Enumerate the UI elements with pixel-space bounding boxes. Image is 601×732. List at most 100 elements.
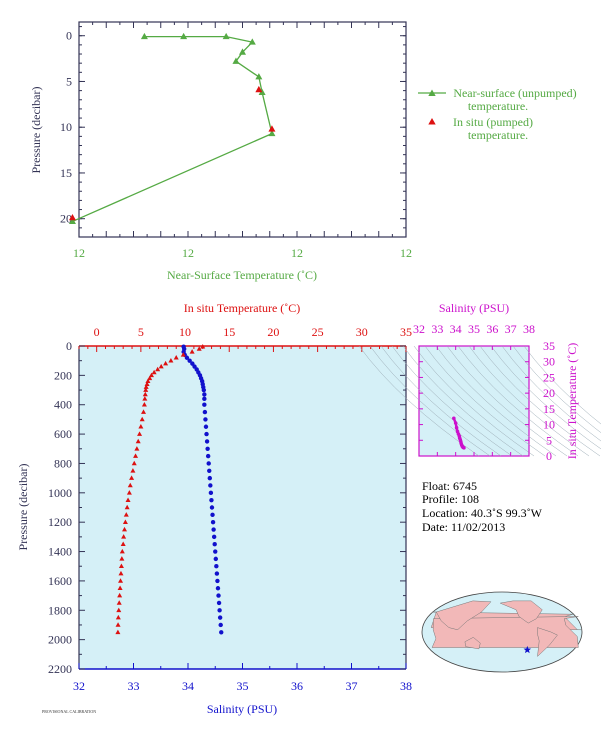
unpumped-temperature-line [72,35,273,223]
world-map [421,591,583,673]
temperature-point [118,570,124,576]
float-location-star-icon [523,645,532,654]
legend-label-unpumped-line1: Near-surface (unpumped) [453,86,576,100]
temperature-point [141,402,147,407]
salinity-point [217,608,222,613]
salinity-point [216,593,221,598]
footer-note: PROVISIONAL CALIBRATION [42,709,96,714]
temperature-point [189,349,195,354]
salinity-tick-label: 36 [291,679,303,693]
temperature-point [134,446,140,451]
temperature-tick-label: 25 [312,325,324,339]
float-location-star [523,645,532,654]
top-y-ticks: 0 5 10 15 20 [60,26,406,238]
legend-marker-unpumped [428,89,436,96]
salinity-point [202,392,207,397]
temperature-point [130,468,136,473]
temperature-tick-label: 5 [138,325,144,339]
temperature-point [119,556,125,561]
salinity-tick-label: 32 [73,679,85,693]
ts-y-tick-label: 25 [543,370,555,384]
ts-contour-line [468,345,590,457]
ts-point [462,446,466,450]
ts-y-tick-label: 30 [543,355,555,369]
temperature-point [120,541,126,547]
temperature-point [131,460,137,466]
legend-label-pumped-line1: In situ (pumped) [453,115,533,129]
profile-number: Profile: 108 [422,492,479,506]
temperature-point [142,396,148,401]
pumped-temperature-point [255,85,263,93]
ts-x-tick-label: 32 [413,322,425,336]
temperature-point [137,431,143,436]
top-plot-frame [78,21,407,238]
ts-contour-line [413,345,535,457]
ts-point [452,416,456,421]
salinity-point [184,355,190,360]
ts-x-tick-label: 33 [431,322,443,336]
ts-contour-line [435,345,557,457]
temperature-point [125,497,131,502]
profile-y-ticks: 0 200 400 600 800 1000 1200 1400 1600 1800 2000 220… [48,339,406,676]
temperature-point [127,482,133,488]
ts-contour-line [479,345,601,457]
profile-y-tick-label: 400 [54,398,72,412]
salinity-point [211,527,216,532]
ts-x-tick-label: 35 [468,322,480,336]
ts-contour-line [490,345,601,450]
profile-series [115,344,224,635]
map-landmass [464,637,481,650]
profile-y-tick-label: 200 [54,368,72,382]
temperature-point [124,504,130,510]
salinity-point [205,446,210,451]
ts-y-tick-label: 5 [546,433,552,447]
map-land [430,600,582,658]
ts-contour-line [446,345,568,457]
temperature-point [115,622,121,627]
temperature-point [119,548,125,554]
float-id: Float: 6745 [422,479,477,493]
salinity-tick-label: 33 [128,679,140,693]
temperature-point [155,366,161,372]
top-legend: Near-surface (unpumped) temperature. In … [418,86,577,142]
ts-points [452,416,466,450]
profile-y-tick-label: 1400 [48,545,72,559]
ts-contour-line [457,345,579,457]
temperature-point [122,519,128,524]
temperature-tick-label: 20 [267,325,279,339]
profile-bottom-axis-label: Salinity (PSU) [207,702,277,716]
ts-frame [418,345,530,457]
ts-y-tick-label: 10 [543,418,555,432]
temperature-point [133,453,139,458]
pumped-temperature-point [68,214,76,221]
salinity-point [202,396,207,402]
temperature-point [148,372,154,378]
temperature-tick-label: 0 [94,325,100,339]
temperature-point [151,369,157,375]
temperature-point [139,416,145,422]
ts-point [454,425,459,430]
salinity-point [217,615,223,620]
temperature-point [126,490,132,495]
temperature-point [116,607,122,613]
salinity-point [210,512,215,518]
top-y-tick-label: 0 [66,29,72,43]
temperature-point [196,346,202,351]
unpumped-temperature-point [268,129,276,137]
ts-x-tick-label: 36 [486,322,498,336]
near-surface-temperature-plot: 0 5 10 15 20 12 12 12 12 Near-Surface Temperatu… [29,21,577,282]
ts-contour-line [523,345,601,425]
temperature-point [123,512,129,517]
ts-y-tick-label: 15 [543,402,555,416]
temperature-point [118,563,124,569]
unpumped-temperature-point [140,32,148,40]
temperature-point [143,384,149,389]
temperature-tick-label: 35 [400,325,412,339]
map-landmass [537,627,558,658]
temperature-point [200,344,206,349]
temperature-point [121,534,127,539]
salinity-point [204,439,210,444]
salinity-point [215,578,220,584]
temperature-point [144,381,150,386]
